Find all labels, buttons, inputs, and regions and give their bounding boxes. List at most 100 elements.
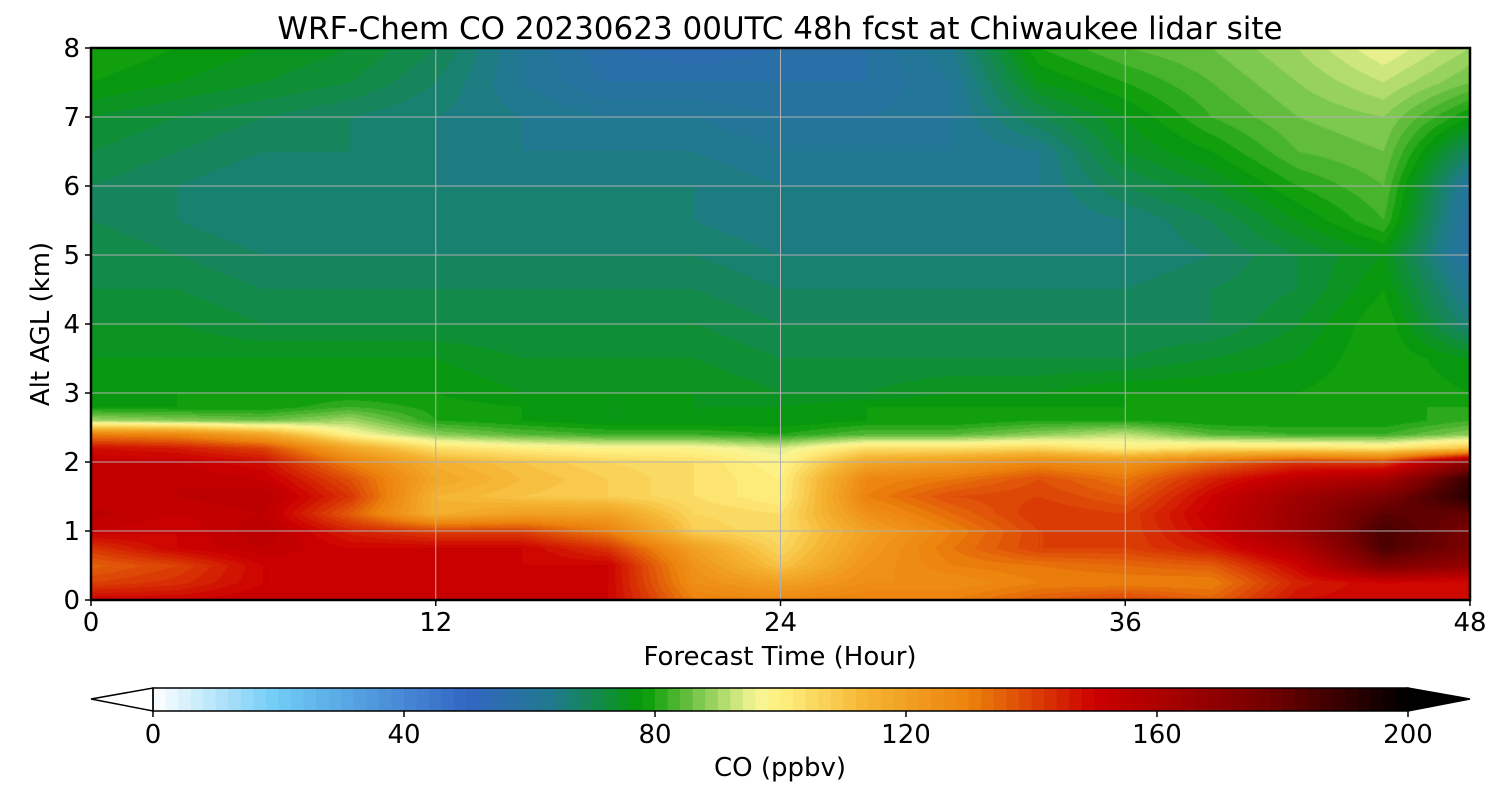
colorbar-bin [303, 688, 317, 711]
colorbar-bin [215, 688, 229, 711]
colorbar-bin [228, 688, 242, 711]
colorbar-bin [692, 688, 706, 711]
colorbar-bin [906, 688, 920, 711]
colorbar: 0 40 80 120 160 200 CO (ppbv) [90, 687, 1471, 783]
colorbar-bin [429, 688, 443, 711]
colorbar-bin [1257, 688, 1271, 711]
x-tick-label: 12 [419, 608, 452, 638]
colorbar-bin [918, 688, 932, 711]
colorbar-bin [265, 688, 280, 711]
colorbar-bin [843, 688, 857, 711]
colorbar-bin [592, 688, 606, 711]
colorbar-bin [1295, 688, 1309, 711]
colorbar-bin [466, 688, 480, 711]
plot-area [89, 46, 1472, 602]
colorbar-under-arrow [90, 687, 154, 712]
colorbar-bin [479, 688, 493, 711]
y-tick-label: 5 [63, 241, 80, 271]
colorbar-bin [316, 688, 330, 711]
colorbar-bin [291, 688, 305, 711]
colorbar-bin [153, 688, 167, 711]
colorbar-bin [1157, 688, 1171, 711]
colorbar-bin [542, 688, 556, 711]
colorbar-bin [993, 688, 1007, 711]
colorbar-bin [830, 688, 844, 711]
colorbar-ticks: 0 40 80 120 160 200 [145, 711, 1433, 750]
colorbar-bin [1282, 688, 1296, 711]
colorbar-bin [956, 688, 970, 711]
colorbar-bin [567, 688, 581, 711]
colorbar-bin [441, 688, 455, 711]
chart-title: WRF-Chem CO 20230623 00UTC 48h fcst at C… [277, 11, 1282, 47]
colorbar-bin [378, 688, 393, 711]
colorbar-bin [968, 688, 982, 711]
y-tick-label: 7 [63, 103, 80, 133]
colorbar-bin [717, 688, 731, 711]
colorbar-bin [165, 688, 179, 711]
colorbar-tick-label: 120 [881, 720, 931, 750]
colorbar-bin [1106, 688, 1120, 711]
colorbar-bin [1169, 688, 1183, 711]
y-tick-label: 4 [63, 310, 80, 340]
colorbar-bin [554, 688, 568, 711]
colorbar-bin [1131, 688, 1146, 711]
colorbar-tick-label: 40 [387, 720, 420, 750]
y-tick-label: 0 [63, 586, 80, 616]
colorbar-bin [491, 688, 505, 711]
colorbar-bin [1244, 688, 1258, 711]
colorbar-bin [253, 688, 267, 711]
colorbar-tick-label: 160 [1132, 720, 1182, 750]
colorbar-bin [1345, 688, 1359, 711]
colorbar-bin [353, 688, 367, 711]
colorbar-bin [529, 688, 543, 711]
y-tick-label: 2 [63, 448, 80, 478]
x-axis-ticks: 0 12 24 36 48 [83, 600, 1487, 638]
colorbar-tick-label: 0 [145, 720, 162, 750]
colorbar-frame [152, 687, 1409, 712]
colorbar-bin [981, 688, 995, 711]
colorbar-bin [1182, 688, 1196, 711]
colorbar-bin [755, 688, 769, 711]
colorbar-bin [1232, 688, 1246, 711]
colorbar-bin [516, 688, 531, 711]
y-tick-label: 3 [63, 379, 80, 409]
colorbar-bin [1357, 688, 1371, 711]
colorbar-bin [855, 688, 869, 711]
colorbar-bin [454, 688, 468, 711]
colorbar-bin [893, 688, 907, 711]
colorbar-bin [604, 688, 618, 711]
colorbar-bin [1370, 688, 1384, 711]
colorbar-bin [742, 688, 756, 711]
colorbar-bins [153, 688, 1409, 711]
colorbar-bin [1194, 688, 1208, 711]
colorbar-bin [705, 688, 719, 711]
colorbar-bin [366, 688, 380, 711]
y-axis-label: Alt AGL (km) [26, 242, 56, 406]
colorbar-bin [1307, 688, 1321, 711]
colorbar-bin [1094, 688, 1108, 711]
colorbar-bin [805, 688, 819, 711]
colorbar-bin [203, 688, 217, 711]
colorbar-bin [655, 688, 669, 711]
colorbar-bin [404, 688, 418, 711]
colorbar-tick-label: 200 [1383, 720, 1433, 750]
colorbar-bin [240, 688, 254, 711]
y-tick-label: 6 [63, 172, 80, 202]
colorbar-bin [1269, 688, 1284, 711]
colorbar-bin [868, 688, 882, 711]
y-tick-label: 8 [63, 34, 80, 64]
colorbar-bin [1018, 688, 1033, 711]
y-axis-ticks: 0 1 2 3 4 5 6 7 8 [63, 34, 91, 616]
x-tick-label: 36 [1109, 608, 1142, 638]
colorbar-bin [1207, 688, 1221, 711]
colorbar-bin [391, 688, 405, 711]
colorbar-bin [1320, 688, 1334, 711]
colorbar-bin [1219, 688, 1233, 711]
colorbar-bin [190, 688, 204, 711]
colorbar-bin [730, 688, 744, 711]
colorbar-bin [1081, 688, 1095, 711]
colorbar-bin [328, 688, 342, 711]
x-tick-label: 0 [83, 608, 100, 638]
colorbar-bin [579, 688, 593, 711]
